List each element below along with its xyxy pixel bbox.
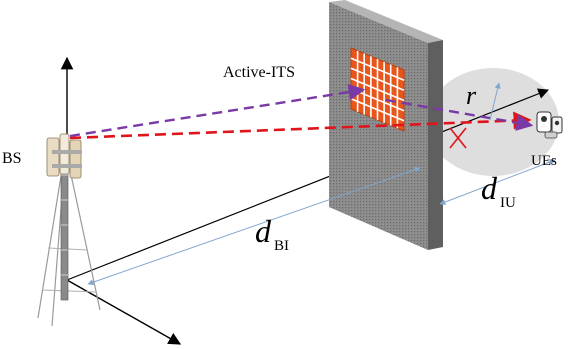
d-iu-subscript: IU [500, 195, 516, 211]
radius-label: r [466, 81, 477, 110]
direct-link [69, 111, 532, 140]
active-its-label: Active-ITS [223, 64, 295, 81]
y-axis [66, 279, 182, 345]
x-axis [66, 88, 550, 281]
radius-marker [489, 82, 501, 121]
d-iu-marker [439, 159, 556, 205]
bs-label: BS [2, 150, 22, 167]
d-bi-subscript: BI [274, 238, 289, 254]
ue-devices-icon [536, 111, 563, 139]
d-iu-label: d [481, 170, 498, 206]
its-to-ue-link [385, 98, 534, 131]
coverage-region [427, 68, 559, 176]
blockage-cross-icon [449, 127, 467, 149]
bs-to-its-link [69, 83, 366, 138]
d-bi-label: d [255, 213, 272, 249]
base-station-icon [37, 133, 101, 327]
ues-label: UEs [531, 153, 557, 169]
d-bi-marker [87, 166, 421, 286]
